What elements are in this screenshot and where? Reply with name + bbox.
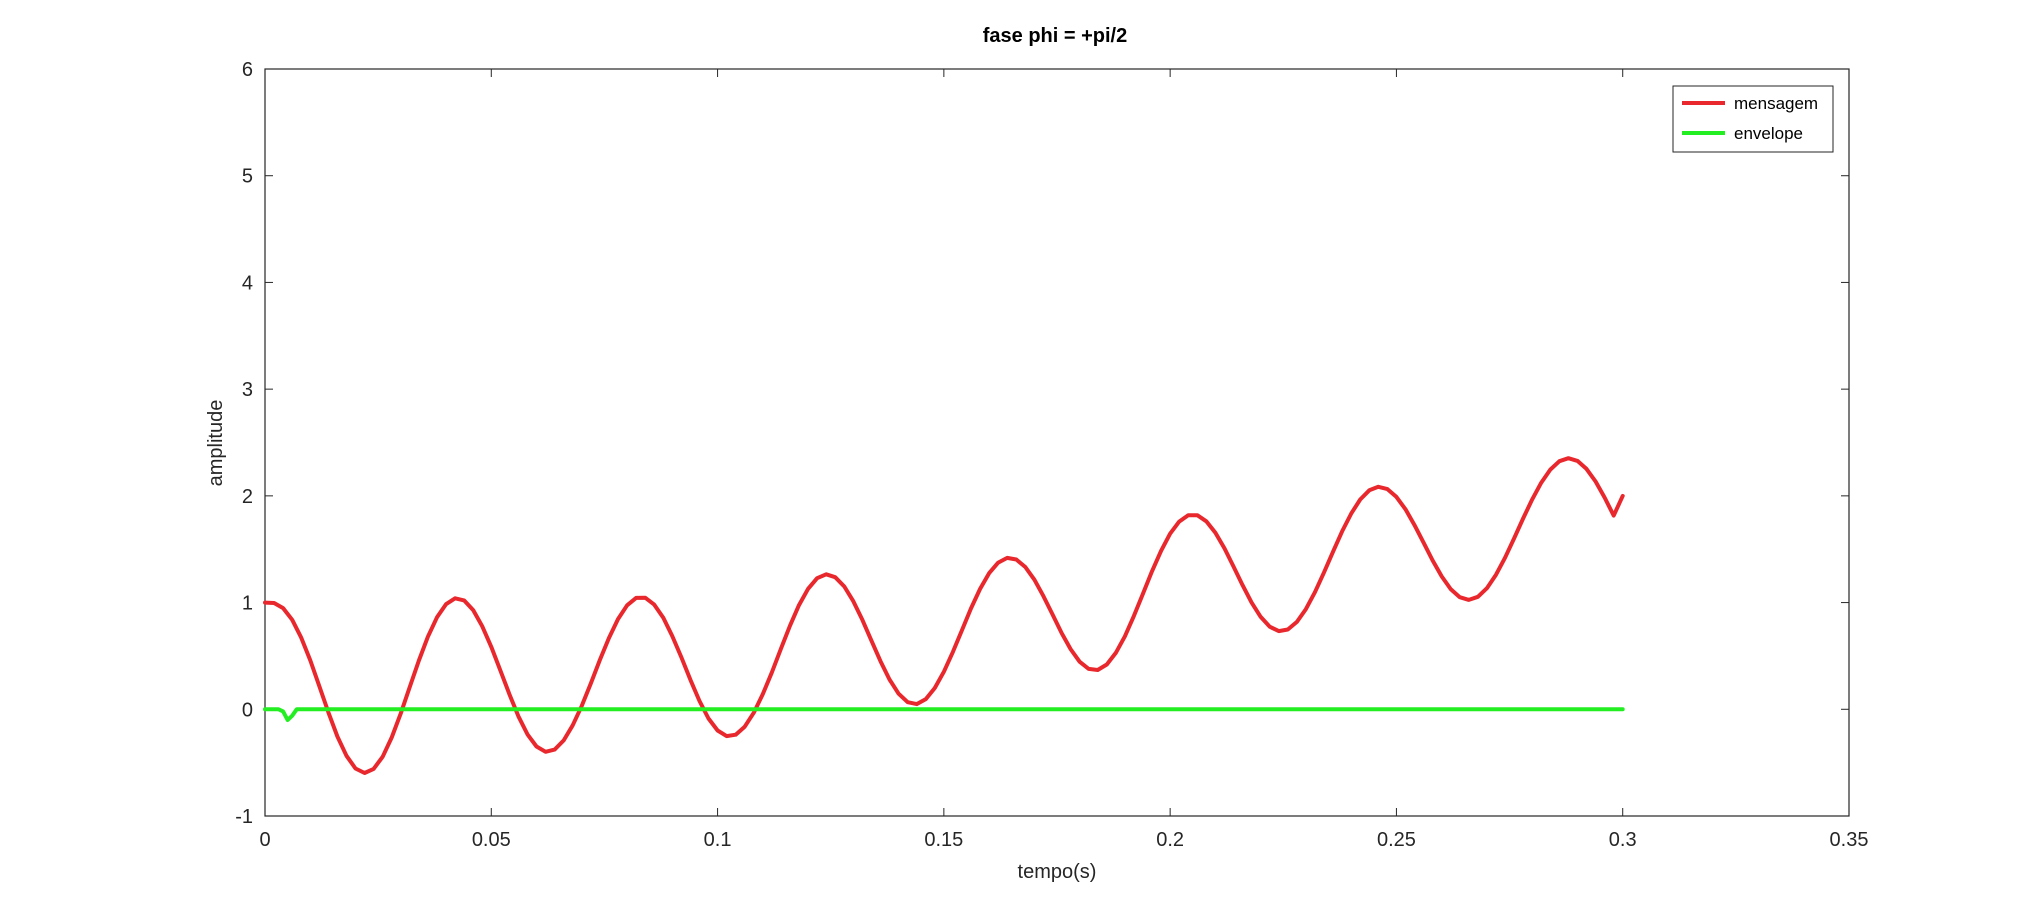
x-tick-label: 0.25 [1377,829,1416,851]
y-axis-title: amplitude [205,400,227,487]
legend-box [1672,85,1834,153]
series-line-envelope [263,707,1625,722]
y-tick-label: 5 [242,166,253,188]
y-tick-label: 4 [242,272,253,294]
x-tick-label: 0.35 [1830,829,1869,851]
x-tick-label: 0.15 [924,829,963,851]
legend-label-envelope: envelope [1734,124,1803,143]
x-tick-label: 0.1 [704,829,732,851]
series-line-mensagem [263,456,1625,775]
legend-label-mensagem: mensagem [1734,94,1818,113]
axes-box [264,68,1850,817]
series-layer [263,456,1625,775]
y-tick-label: 0 [242,699,253,721]
y-tick-label: 6 [242,59,253,81]
y-tick-label: 1 [242,593,253,615]
x-axis-title: tempo(s) [1018,861,1097,883]
x-tick-label: 0 [259,829,270,851]
legend: mensagem envelope [1672,85,1834,153]
y-tick-label: 3 [242,379,253,401]
x-tick-label: 0.3 [1609,829,1637,851]
x-axis-ticks: 0 0.05 0.1 0.15 0.2 0.25 0.3 0.35 [259,69,1868,851]
chart-title: fase phi = +pi/2 [983,25,1128,47]
x-tick-label: 0.2 [1156,829,1184,851]
plot-area: 0 0.05 0.1 0.15 0.2 0.25 0.3 0.35 -1 0 1 2 3 4 5 6 [235,59,1868,851]
y-tick-label: -1 [235,806,253,828]
x-tick-label: 0.05 [472,829,511,851]
y-tick-label: 2 [242,486,253,508]
